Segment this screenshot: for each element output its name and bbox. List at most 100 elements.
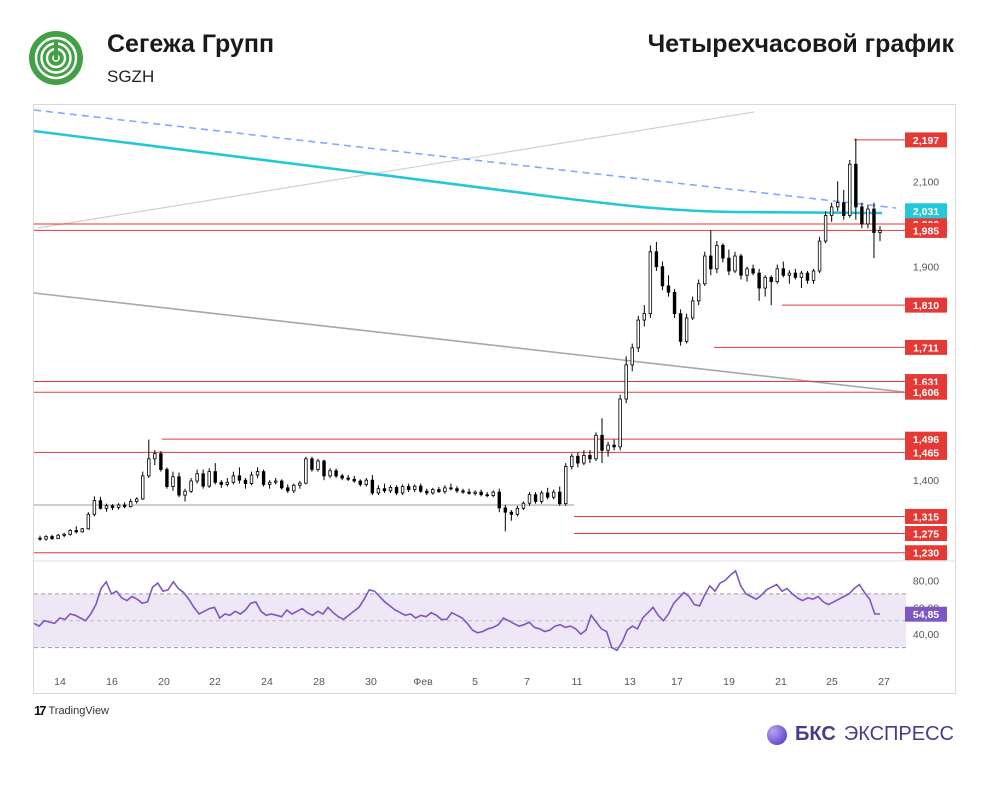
chart-period-title: Четырехчасовой график: [647, 30, 954, 58]
candle-body: [811, 270, 816, 281]
candle-body: [721, 244, 725, 259]
candle-body: [491, 491, 495, 496]
price-level-tag: [905, 444, 947, 460]
candle-body: [225, 481, 230, 485]
candle-body: [642, 313, 647, 321]
candle-body: [255, 471, 260, 476]
candle-body: [437, 489, 441, 493]
price-level-label: 1,711: [913, 342, 939, 354]
candle-body: [98, 500, 103, 509]
tradingview-icon: 17: [34, 703, 47, 718]
bcs-express-label: ЭКСПРЕСС: [843, 723, 954, 745]
x-tick-label: 21: [775, 676, 787, 688]
candle-body: [854, 163, 858, 208]
candle-body: [823, 215, 828, 242]
candle-body: [56, 534, 60, 540]
price-level-label: 1,230: [913, 548, 939, 560]
candle-body: [775, 268, 779, 283]
x-tick-label: 16: [106, 676, 118, 688]
x-tick-label: 19: [723, 676, 735, 688]
candle-body: [104, 505, 109, 509]
candle-body: [594, 434, 598, 460]
x-tick-label: 27: [878, 676, 890, 688]
candle-body: [249, 474, 254, 484]
candle-body: [449, 487, 453, 490]
chart-area[interactable]: 2,1972,0001,9851,8101,7111,6311,6061,496…: [33, 104, 956, 694]
candle-body: [159, 453, 163, 470]
x-tick-label: 5: [472, 676, 478, 688]
candle-body: [515, 507, 520, 515]
company-name: Сегежа Групп: [107, 30, 275, 58]
candle-body: [848, 163, 852, 216]
candle-body: [406, 486, 411, 490]
candle-body: [201, 473, 205, 487]
candle-body: [654, 251, 659, 268]
candle-body: [727, 257, 731, 272]
x-tick-label: 22: [209, 676, 221, 688]
candle-body: [588, 454, 592, 460]
candle-body: [781, 268, 786, 276]
candle-body: [715, 244, 719, 270]
candle-body: [116, 504, 121, 508]
candle-body: [539, 492, 544, 502]
x-tick-label: 7: [524, 676, 530, 688]
candle-body: [842, 202, 846, 216]
candle-body: [533, 494, 538, 502]
candle-body: [473, 491, 477, 494]
rsi-tick-label: 80,00: [913, 575, 939, 587]
bcs-express-logo: БКС ЭКСПРЕСС: [767, 723, 954, 746]
candle-body: [521, 502, 526, 509]
rsi-value-tag: [905, 606, 947, 622]
candle-body: [328, 470, 332, 477]
x-tick-label: 14: [54, 676, 66, 688]
candle-body: [666, 285, 671, 293]
candle-body: [153, 453, 157, 460]
candle-body: [630, 347, 634, 366]
candle-body: [582, 454, 586, 464]
candle-body: [400, 486, 405, 494]
candle-body: [92, 500, 97, 515]
candle-body: [455, 488, 459, 492]
candle-body: [703, 255, 707, 285]
price-level-label: 1,810: [913, 300, 939, 312]
gray-trendline-rising: [37, 111, 755, 229]
price-level-label: 1,465: [913, 447, 939, 459]
candle-body: [872, 208, 876, 233]
candle-body: [74, 530, 78, 533]
candle-body: [545, 492, 550, 498]
candle-body: [243, 479, 248, 484]
price-chart[interactable]: 2,1972,0001,9851,8101,7111,6311,6061,496…: [33, 105, 955, 693]
candle-body: [431, 489, 435, 494]
x-tick-label: 11: [572, 676, 583, 688]
candle-body: [364, 479, 369, 485]
candle-body: [177, 476, 181, 496]
candle-body: [606, 444, 610, 451]
price-level-label: 2,197: [913, 135, 939, 147]
y-tick-label: 1,400: [913, 475, 939, 487]
candle-body: [527, 494, 532, 504]
rsi-tick-label: 40,00: [913, 629, 939, 641]
price-level-tag: [905, 545, 947, 561]
price-level-label: 1,315: [913, 511, 939, 523]
x-tick-label: Фев: [413, 676, 433, 688]
candle-body: [280, 480, 284, 489]
candle-body: [346, 477, 350, 480]
rsi-value-label: 54,85: [913, 609, 939, 621]
candle-body: [219, 481, 223, 485]
candle-body: [141, 475, 145, 500]
candle-body: [394, 487, 399, 494]
price-level-tag: [905, 431, 947, 447]
gray-trendline-falling: [33, 292, 905, 393]
tradingview-label: TradingView: [48, 704, 110, 717]
candle-body: [485, 494, 489, 497]
candle-body: [267, 481, 272, 485]
candle-body: [558, 491, 562, 505]
candle-body: [412, 485, 417, 490]
candle-body: [878, 230, 882, 233]
candle-body: [334, 470, 338, 477]
candle-body: [382, 488, 387, 492]
y-tick-label: 1,900: [913, 262, 939, 274]
candle-body: [678, 313, 683, 342]
candle-body: [231, 475, 236, 483]
candle-body: [376, 488, 381, 494]
